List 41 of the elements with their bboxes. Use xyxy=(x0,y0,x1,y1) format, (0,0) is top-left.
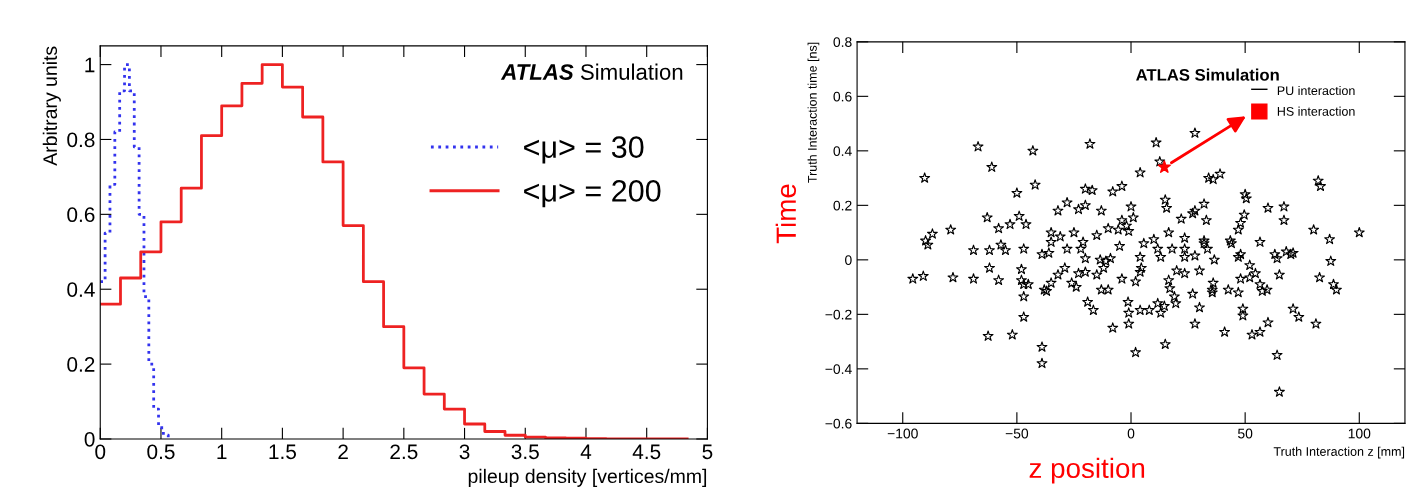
y-tick-label: 0.2 xyxy=(833,200,852,211)
annotation: ATLAS Simulation xyxy=(500,63,683,80)
x-tick-label: 3.5 xyxy=(511,444,539,460)
legend-label: <μ> = 200 xyxy=(524,180,661,208)
y-tick-label: 0.4 xyxy=(67,282,95,297)
x-tick-label: 0 xyxy=(95,444,106,460)
legend-label: PU interaction xyxy=(1277,85,1355,96)
y-tick-label: 0.6 xyxy=(67,207,95,223)
y-tick-label: 0.4 xyxy=(833,146,852,157)
legend-label: <μ> = 30 xyxy=(524,136,644,164)
y-tick-label: −0.6 xyxy=(825,418,852,429)
legend-label: HS interaction xyxy=(1277,106,1355,116)
y-tick-label: 0.8 xyxy=(833,37,852,47)
x-tick-label: 4 xyxy=(580,444,592,459)
y-tick-label: 1 xyxy=(85,57,95,73)
x-tick-label: −100 xyxy=(887,428,918,439)
y-tick-label: 0.8 xyxy=(67,132,95,148)
y-tick-label: 0.6 xyxy=(833,91,852,102)
x-tick-label: 100 xyxy=(1348,428,1371,439)
x-tick-label: 2.5 xyxy=(390,444,418,460)
x-tick-label: 4.5 xyxy=(632,444,661,460)
y-tick-label: 0 xyxy=(845,255,852,266)
x-tick-label: −50 xyxy=(1005,428,1029,439)
x-tick-label: 0.5 xyxy=(147,444,175,460)
y-tick-label: −0.4 xyxy=(825,364,852,375)
x-axis-title: Truth Interaction z [mm] xyxy=(1273,446,1405,459)
x-tick-label: 1 xyxy=(217,444,227,459)
x-axis-title: pileup density [vertices/mm] xyxy=(468,468,707,487)
x-tick-label: 5 xyxy=(702,444,713,460)
x-tick-label: 3 xyxy=(459,444,470,460)
x-tick-label: 2 xyxy=(338,444,348,459)
annotation: ATLAS Simulation xyxy=(1136,68,1279,81)
y-tick-label: 0.2 xyxy=(67,357,95,372)
y-axis-title: Arbitrary units xyxy=(42,46,61,166)
y-axis-title: Truth Interaction time [ns] xyxy=(807,42,820,183)
x-tick-label: 0 xyxy=(1127,428,1135,439)
text: z position xyxy=(1029,457,1145,484)
x-tick-label: 50 xyxy=(1237,428,1253,439)
text: Time xyxy=(775,184,797,244)
y-tick-label: −0.2 xyxy=(825,309,852,320)
x-tick-label: 1.5 xyxy=(269,444,297,460)
